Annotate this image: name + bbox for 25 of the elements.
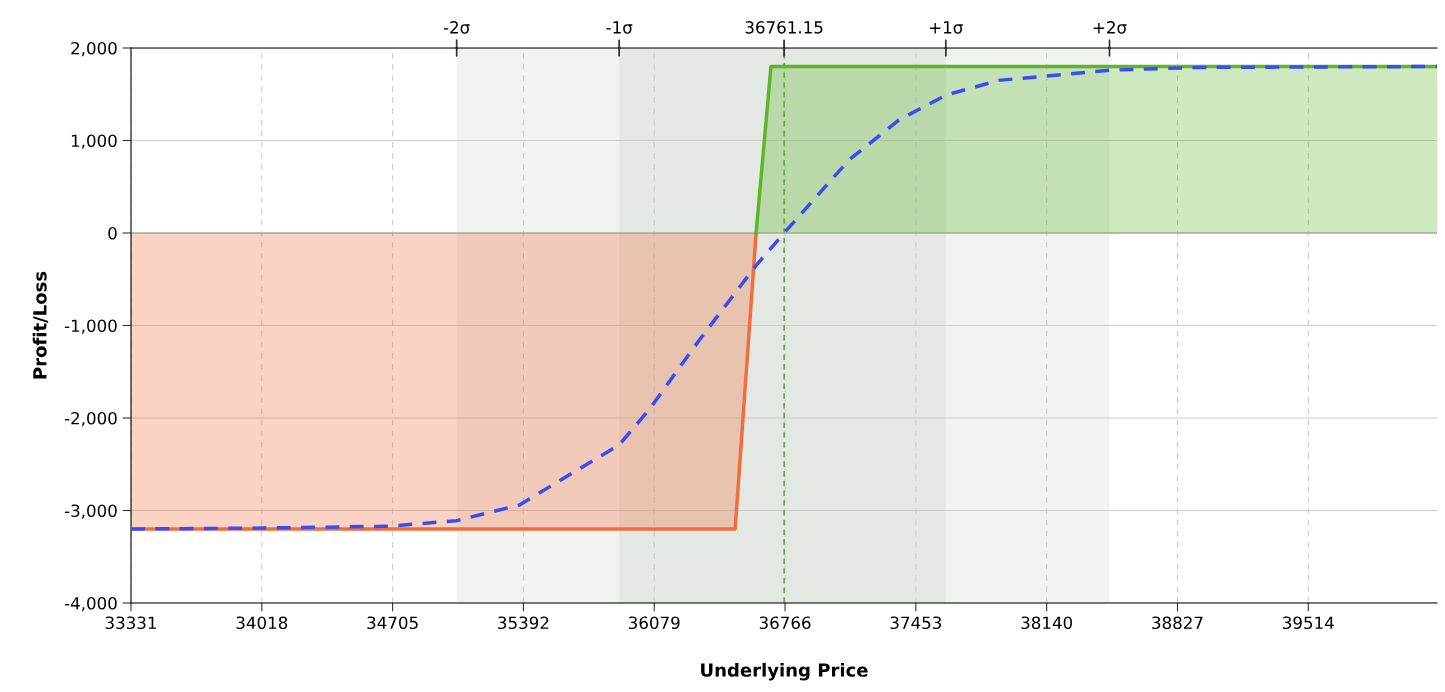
x-tick-label: 34018 bbox=[236, 616, 288, 630]
y-tick-label: 0 bbox=[108, 226, 117, 240]
x-tick-label: 38827 bbox=[1152, 616, 1203, 630]
x-tick-label: 36766 bbox=[759, 616, 811, 630]
annotation: +2σ bbox=[1093, 21, 1127, 34]
y-axis-title: Profit/Loss bbox=[32, 271, 49, 379]
annotation: -2σ bbox=[443, 21, 470, 34]
y-tick-label: -4,000 bbox=[64, 596, 117, 612]
x-tick-label: 39514 bbox=[1283, 616, 1334, 630]
y-tick-label: -1,000 bbox=[64, 319, 117, 334]
x-tick-label: 36079 bbox=[629, 616, 680, 630]
y-tick-label: 1,000 bbox=[71, 134, 117, 149]
x-tick-label: 33331 bbox=[105, 616, 156, 630]
annotation: -1σ bbox=[606, 21, 633, 34]
x-tick-label: 37453 bbox=[890, 616, 942, 630]
x-tick-label: 38140 bbox=[1021, 616, 1073, 630]
annotation: +1σ bbox=[929, 21, 963, 34]
x-axis-title: Underlying Price bbox=[701, 662, 868, 681]
ref-line-label: 36761.15 bbox=[745, 21, 823, 34]
y-tick-label: 2,000 bbox=[71, 41, 117, 57]
y-tick-label: -3,000 bbox=[64, 504, 117, 519]
y-tick-label: -2,000 bbox=[64, 411, 117, 427]
x-tick-label: 34705 bbox=[367, 616, 418, 630]
line-series bbox=[131, 64, 1437, 531]
x-tick-label: 35392 bbox=[498, 616, 549, 630]
